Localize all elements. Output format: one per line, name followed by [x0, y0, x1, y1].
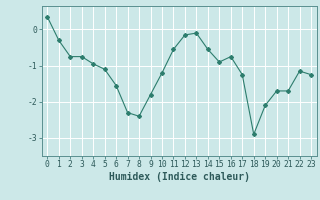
X-axis label: Humidex (Indice chaleur): Humidex (Indice chaleur) [109, 172, 250, 182]
